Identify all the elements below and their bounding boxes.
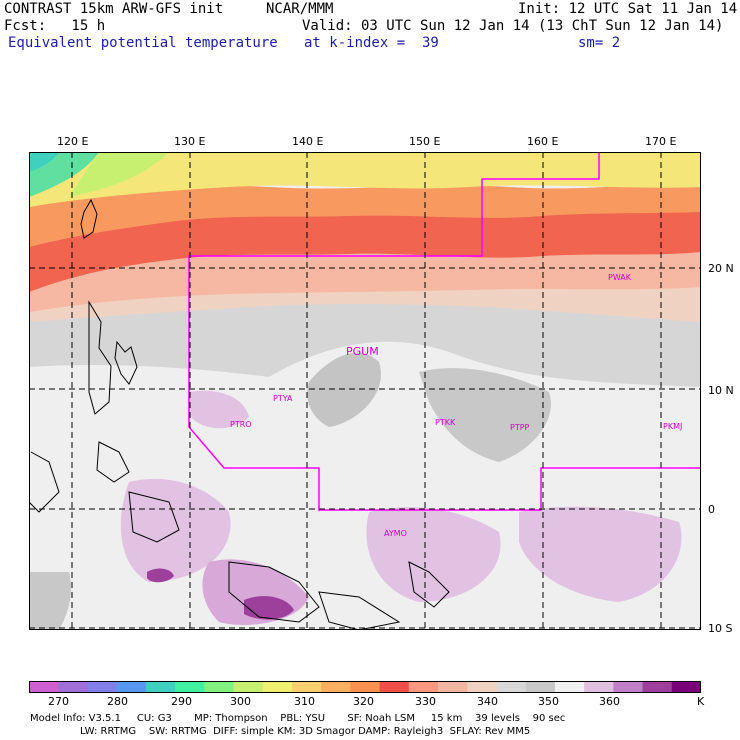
station-label: PTKK <box>435 418 456 427</box>
init-time: Init: 12 UTC Sat 11 Jan 14 <box>518 1 738 17</box>
model-title: CONTRAST 15km ARW-GFS init <box>4 1 224 17</box>
colorbar-swatch <box>613 681 644 693</box>
lon-label: 150 E <box>409 135 441 148</box>
theta-e-blob-365 <box>120 478 231 582</box>
model-info-line1: Model Info: V3.5.1 CU: G3 MP: Thompson P… <box>30 713 566 724</box>
colorbar-swatch <box>145 681 176 693</box>
colorbar-swatch <box>204 681 235 693</box>
model-info-line2: LW: RRTMG SW: RRTMG DIFF: simple KM: 3D … <box>80 726 531 737</box>
level-label: at k-index = 39 <box>304 35 439 51</box>
colorbar-frame <box>29 681 701 693</box>
colorbar-swatch <box>671 681 701 693</box>
lon-label: 130 E <box>174 135 206 148</box>
smoothing-label: sm= 2 <box>578 35 621 51</box>
forecast-hour: Fcst: 15 h <box>4 18 106 34</box>
colorbar-swatch <box>350 681 381 693</box>
colorbar <box>29 681 701 693</box>
colorbar-label: 310 <box>294 695 315 708</box>
colorbar-swatch <box>233 681 264 693</box>
station-label: AYMO <box>384 529 407 538</box>
colorbar-label: 320 <box>353 695 374 708</box>
colorbar-swatch <box>554 681 585 693</box>
colorbar-swatch <box>116 681 147 693</box>
theta-e-band-305 <box>69 152 169 197</box>
station-label: PTPP <box>510 423 530 432</box>
colorbar-swatch <box>642 681 673 693</box>
colorbar-swatch <box>175 681 205 693</box>
colorbar-swatch <box>379 681 410 693</box>
colorbar-label: 330 <box>415 695 436 708</box>
map-panel: PWAK PGUM PTYA PTRO PTKK PTPP PKMJ AYMO <box>29 152 701 630</box>
colorbar-label: 340 <box>477 695 498 708</box>
colorbar-swatch <box>496 681 527 693</box>
colorbar-swatch <box>584 681 614 693</box>
theta-e-blob-370 <box>244 596 294 620</box>
colorbar-swatch <box>467 681 497 693</box>
theta-e-band-330 <box>29 204 701 292</box>
theta-e-blob-370b <box>147 568 174 583</box>
theta-e-band-355 <box>307 352 381 427</box>
valid-time: Valid: 03 UTC Sun 12 Jan 14 (13 ChT Sun … <box>302 18 724 34</box>
theta-e-blob-365e <box>189 390 249 429</box>
theta-e-band-310 <box>29 152 701 207</box>
colorbar-swatch <box>29 681 59 693</box>
colorbar-swatch <box>58 681 88 693</box>
station-label: PTYA <box>273 394 293 403</box>
coastlines <box>29 198 450 630</box>
nest-boundary <box>188 152 701 511</box>
lon-label: 170 E <box>645 135 677 148</box>
colorbar-swatch <box>525 681 556 693</box>
colorbar-label: 290 <box>171 695 192 708</box>
station-label: PWAK <box>608 273 632 282</box>
lon-label: 140 E <box>292 135 324 148</box>
lat-label: 10 S <box>708 622 733 635</box>
station-label: PKMJ <box>663 422 682 431</box>
colorbar-swatch <box>438 681 468 693</box>
colorbar-label: 350 <box>538 695 559 708</box>
graticule <box>29 152 701 630</box>
institution-label: NCAR/MMM <box>266 1 334 17</box>
colorbar-label: 300 <box>230 695 251 708</box>
lat-label: 10 N <box>708 384 734 397</box>
colorbar-label: 280 <box>107 695 128 708</box>
colorbar-label: 270 <box>48 695 69 708</box>
theta-e-band-355b <box>419 368 551 462</box>
lon-label: 120 E <box>57 135 89 148</box>
station-label: PGUM <box>346 345 379 358</box>
theta-e-band-325 <box>29 182 701 247</box>
theta-e-band-355c <box>29 572 71 630</box>
colorbar-label: 360 <box>599 695 620 708</box>
colorbar-unit: K <box>697 695 705 708</box>
theta-e-blob-365d <box>519 506 682 602</box>
colorbar-swatch <box>408 681 439 693</box>
colorbar-swatch <box>321 681 351 693</box>
station-label: PTRO <box>230 420 252 429</box>
colorbar-swatch <box>87 681 118 693</box>
theta-e-blob-365c <box>366 507 501 602</box>
lat-label: 20 N <box>708 262 734 275</box>
field-name: Equivalent potential temperature <box>8 35 278 51</box>
theta-e-band-290 <box>29 152 59 172</box>
colorbar-swatch <box>291 681 322 693</box>
lat-label: 0 <box>708 503 715 516</box>
map-frame <box>29 152 701 630</box>
colorbar-swatch <box>262 681 293 693</box>
lon-label: 160 E <box>527 135 559 148</box>
